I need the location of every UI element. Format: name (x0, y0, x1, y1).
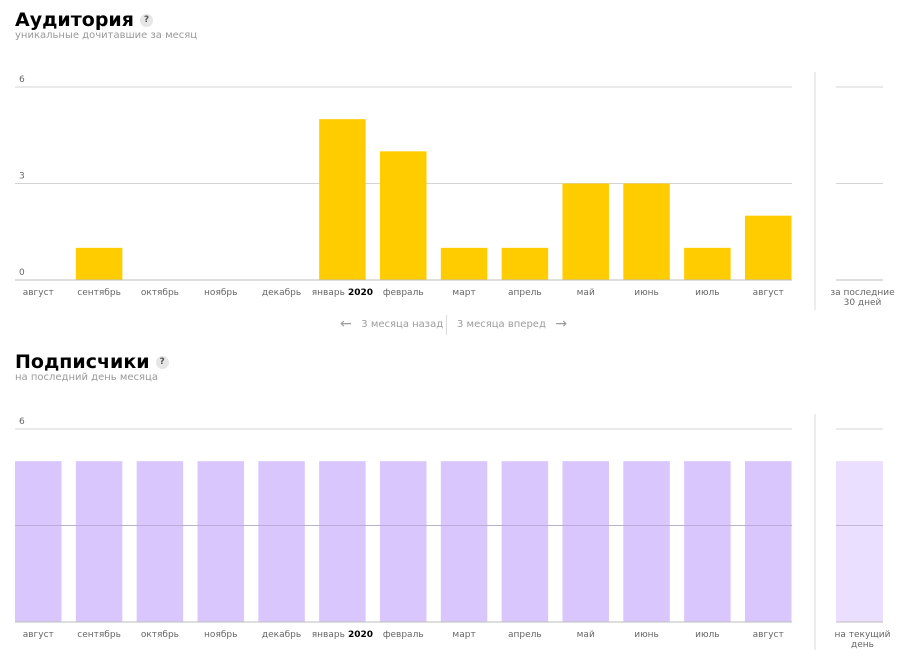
y-tick-label: 0 (19, 268, 25, 278)
bar (623, 461, 670, 622)
bar (440, 461, 488, 622)
year-marker: 2020 (345, 288, 373, 298)
bar (258, 461, 305, 622)
x-tick-label: февраль (383, 630, 424, 640)
x-tick-label: октябрь (141, 288, 179, 298)
x-tick-label: май (577, 630, 595, 640)
bar (15, 461, 62, 622)
bar (623, 183, 670, 280)
bar (75, 247, 123, 280)
audience-title: Аудитория? (15, 8, 153, 32)
x-tick-label: январь 2020 (312, 288, 373, 298)
x-tick-label: август (753, 630, 784, 640)
x-tick-label: июль (695, 288, 719, 298)
x-tick-label: август (23, 630, 54, 640)
bar (379, 461, 427, 622)
bar (319, 461, 366, 622)
x-tick-label: август (753, 288, 784, 298)
nav-forward-label: 3 месяца вперед (457, 319, 546, 330)
bar (562, 183, 609, 280)
x-tick-label-current-line2: день (851, 640, 874, 650)
nav-divider (446, 315, 447, 335)
bar (136, 461, 184, 622)
x-tick-label: январь 2020 (312, 630, 373, 640)
arrow-right-icon: → (555, 316, 568, 332)
audience-chart: 0 3 6 август сентябрь октябрь ноябрь декабрь янв… (15, 72, 895, 310)
x-tick-label: декабрь (262, 288, 301, 298)
x-tick-label: июль (695, 630, 719, 640)
year-marker: 2020 (345, 630, 373, 640)
subscribers-help-icon[interactable]: ? (155, 356, 169, 369)
audience-help-icon[interactable]: ? (139, 14, 153, 27)
x-tick-label: февраль (383, 288, 424, 298)
x-tick-label: май (577, 288, 595, 298)
subscribers-chart: 036августсентябрьоктябрьноябрьдекабрьянв… (15, 414, 891, 650)
subscribers-title: Подписчики? (15, 350, 169, 374)
x-tick-label: ноябрь (204, 288, 237, 298)
bar (75, 461, 123, 622)
bar (744, 215, 792, 280)
bar (744, 461, 792, 622)
x-tick-label: апрель (508, 288, 542, 298)
bar (562, 461, 609, 622)
bar (684, 461, 731, 622)
arrow-left-icon: ← (340, 316, 352, 332)
bar (440, 247, 488, 280)
x-tick-label: март (452, 288, 475, 298)
x-tick-label: ноябрь (204, 630, 237, 640)
x-tick-label: октябрь (141, 630, 179, 640)
nav-forward-button[interactable]: 3 месяца вперед → (457, 316, 567, 332)
x-tick-label: март (452, 630, 475, 640)
bar (197, 461, 244, 622)
x-tick-label: декабрь (262, 630, 301, 640)
y-tick-label: 3 (19, 172, 25, 182)
bar (501, 247, 549, 280)
audience-subtitle: уникальные дочитавшие за месяц (15, 30, 198, 41)
bar (379, 151, 427, 280)
y-tick-label: 6 (19, 75, 25, 85)
x-tick-label-current: за последние (830, 288, 895, 298)
x-tick-label: сентябрь (77, 630, 121, 640)
bar (684, 247, 731, 280)
bar (319, 119, 366, 280)
x-tick-label: июнь (634, 288, 659, 298)
x-tick-label: апрель (508, 630, 542, 640)
y-tick-label: 6 (19, 417, 25, 427)
x-tick-label-current: на текущий (835, 630, 891, 640)
bar (501, 461, 549, 622)
x-tick-label: июнь (634, 630, 659, 640)
x-tick-label: сентябрь (77, 288, 121, 298)
bar-current (836, 461, 883, 622)
x-tick-label-current-line2: 30 дней (844, 298, 882, 308)
subscribers-subtitle: на последний день месяца (15, 372, 158, 383)
x-tick-label: август (23, 288, 54, 298)
nav-back-label: 3 месяца назад (361, 319, 444, 330)
nav-back-button[interactable]: ← 3 месяца назад (340, 316, 443, 332)
